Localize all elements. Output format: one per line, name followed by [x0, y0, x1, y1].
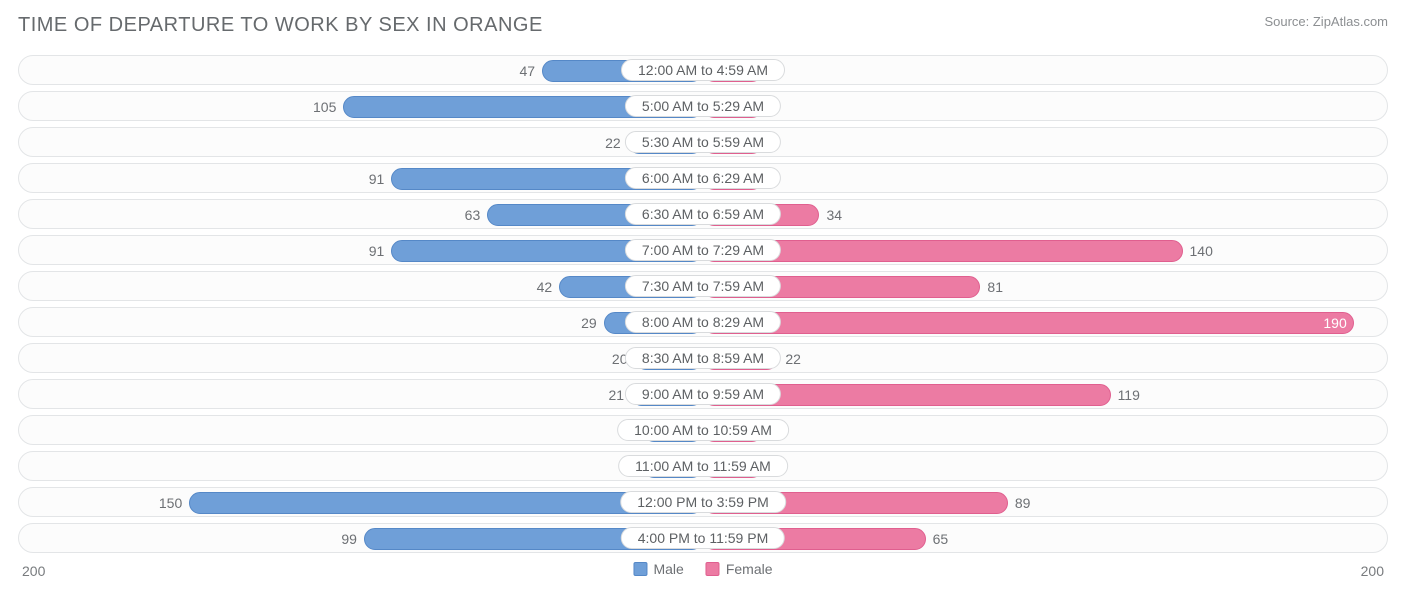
chart-footer: 200 200 Male Female	[18, 559, 1388, 587]
bar-value-female: 65	[925, 531, 949, 547]
bar-value-male: 105	[313, 99, 344, 115]
bar-value-male: 63	[465, 207, 489, 223]
bar-value-female: 22	[777, 351, 801, 367]
legend-item-male: Male	[633, 561, 683, 577]
bar-value-male: 150	[159, 495, 190, 511]
legend-swatch-female	[706, 562, 720, 576]
bar-value-male: 91	[369, 243, 393, 259]
row-label: 9:00 AM to 9:59 AM	[625, 383, 781, 405]
row-label: 7:00 AM to 7:29 AM	[625, 239, 781, 261]
bar-value-male: 99	[341, 531, 365, 547]
chart-row: 5011:00 AM to 11:59 AM	[18, 451, 1388, 481]
bar-value-male: 91	[369, 171, 393, 187]
chart-header: TIME OF DEPARTURE TO WORK BY SEX IN ORAN…	[18, 14, 1388, 37]
row-label: 5:00 AM to 5:29 AM	[625, 95, 781, 117]
row-label: 12:00 AM to 4:59 AM	[621, 59, 785, 81]
row-label: 5:30 AM to 5:59 AM	[625, 131, 781, 153]
row-label: 4:00 PM to 11:59 PM	[621, 527, 785, 549]
row-label: 7:30 AM to 7:59 AM	[625, 275, 781, 297]
chart-row: 0010:00 AM to 10:59 AM	[18, 415, 1388, 445]
bar-value-female: 81	[979, 279, 1003, 295]
row-label: 8:00 AM to 8:29 AM	[625, 311, 781, 333]
bar-value-male: 42	[537, 279, 561, 295]
diverging-bar-chart: 47012:00 AM to 4:59 AM 10505:00 AM to 5:2…	[18, 55, 1388, 553]
bar-value-female: 34	[818, 207, 842, 223]
chart-row: 29 190 8:00 AM to 8:29 AM	[18, 307, 1388, 337]
legend-label-male: Male	[653, 561, 683, 577]
bar-value-female: 190	[1323, 315, 1346, 331]
chart-row: 99 65 4:00 PM to 11:59 PM	[18, 523, 1388, 553]
chart-row: 42 81 7:30 AM to 7:59 AM	[18, 271, 1388, 301]
legend-label-female: Female	[726, 561, 773, 577]
axis-left-max: 200	[22, 563, 45, 579]
chart-row: 150 89 12:00 PM to 3:59 PM	[18, 487, 1388, 517]
chart-row: 10505:00 AM to 5:29 AM	[18, 91, 1388, 121]
row-label: 8:30 AM to 8:59 AM	[625, 347, 781, 369]
chart-title: TIME OF DEPARTURE TO WORK BY SEX IN ORAN…	[18, 14, 543, 37]
legend-swatch-male	[633, 562, 647, 576]
row-label: 12:00 PM to 3:59 PM	[620, 491, 786, 513]
chart-row: 91 140 7:00 AM to 7:29 AM	[18, 235, 1388, 265]
row-label: 10:00 AM to 10:59 AM	[617, 419, 789, 441]
bar-value-female: 119	[1110, 387, 1140, 403]
chart-row: 47012:00 AM to 4:59 AM	[18, 55, 1388, 85]
chart-legend: Male Female	[633, 561, 772, 577]
chart-row: 20228:30 AM to 8:59 AM	[18, 343, 1388, 373]
legend-item-female: Female	[706, 561, 773, 577]
bar-value-female: 89	[1007, 495, 1031, 511]
bar-value-male: 47	[519, 63, 543, 79]
bar-value-female: 140	[1182, 243, 1213, 259]
row-label: 6:30 AM to 6:59 AM	[625, 203, 781, 225]
bar-female: 190	[703, 312, 1354, 334]
chart-row: 9176:00 AM to 6:29 AM	[18, 163, 1388, 193]
axis-right-max: 200	[1361, 563, 1384, 579]
chart-row: 211199:00 AM to 9:59 AM	[18, 379, 1388, 409]
row-label: 6:00 AM to 6:29 AM	[625, 167, 781, 189]
row-label: 11:00 AM to 11:59 AM	[618, 455, 788, 477]
bar-value-male: 29	[581, 315, 605, 331]
chart-row: 2205:30 AM to 5:59 AM	[18, 127, 1388, 157]
chart-row: 63 34 6:30 AM to 6:59 AM	[18, 199, 1388, 229]
chart-source: Source: ZipAtlas.com	[1264, 14, 1388, 29]
